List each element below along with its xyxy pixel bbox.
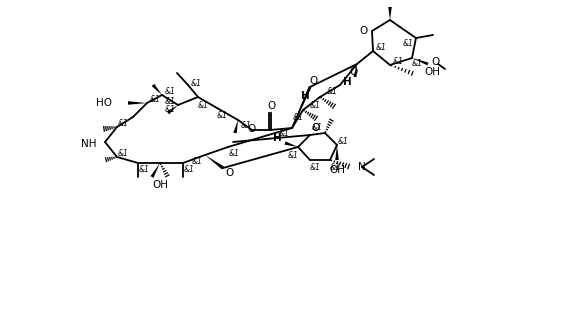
Text: &1: &1 [288,150,299,160]
Text: OH: OH [152,180,168,190]
Text: &1: &1 [118,150,128,159]
Text: &1: &1 [165,97,175,106]
Text: O: O [311,123,319,133]
Text: O: O [225,168,233,178]
Text: &1: &1 [165,106,175,114]
Text: &1: &1 [311,124,322,133]
Text: &1: &1 [278,128,289,137]
Polygon shape [335,145,339,160]
Text: &1: &1 [118,120,128,128]
Polygon shape [284,141,298,147]
Text: &1: &1 [150,96,161,105]
Text: OH: OH [424,67,440,77]
Text: &1: &1 [183,165,194,175]
Text: &1: &1 [241,121,252,129]
Text: O: O [349,67,357,77]
Polygon shape [152,84,162,95]
Text: H: H [343,77,351,87]
Text: O: O [248,124,256,134]
Polygon shape [205,155,224,169]
Text: OH: OH [329,165,345,175]
Polygon shape [354,64,357,77]
Text: &1: &1 [229,150,240,159]
Text: H: H [300,91,309,101]
Text: &1: &1 [310,163,320,173]
Polygon shape [412,58,429,65]
Text: H: H [273,133,281,143]
Text: &1: &1 [310,100,320,110]
Polygon shape [167,105,178,114]
Text: &1: &1 [376,44,386,53]
Text: &1: &1 [403,40,414,48]
Polygon shape [150,163,160,178]
Text: O: O [310,76,318,86]
Text: &1: &1 [338,136,349,146]
Text: &1: &1 [165,87,175,97]
Text: O: O [268,101,276,111]
Polygon shape [233,120,238,133]
Text: O: O [431,57,439,67]
Text: O: O [359,26,367,36]
Text: &1: &1 [393,58,404,67]
Text: &1: &1 [292,113,303,123]
Polygon shape [388,7,392,20]
Text: &1: &1 [198,100,208,110]
Text: &1: &1 [139,165,150,175]
Text: &1: &1 [329,163,340,173]
Polygon shape [128,101,147,105]
Text: &1: &1 [216,111,227,121]
Text: &1: &1 [327,86,338,96]
Text: NH: NH [81,139,96,149]
Polygon shape [292,86,311,128]
Text: HO: HO [96,98,112,108]
Text: &1: &1 [412,59,422,69]
Text: N: N [358,162,366,172]
Text: &1: &1 [191,79,201,87]
Text: &1: &1 [191,158,202,166]
